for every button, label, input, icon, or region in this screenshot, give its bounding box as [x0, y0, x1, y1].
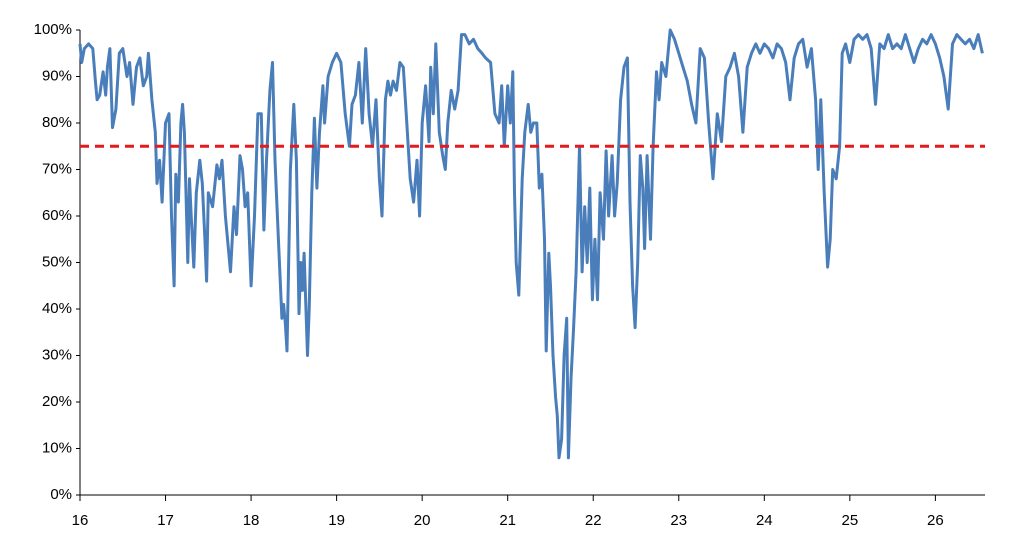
y-tick-label: 80%	[42, 114, 72, 131]
x-tick-label: 18	[243, 512, 260, 529]
y-tick-label: 20%	[42, 393, 72, 410]
y-tick-label: 60%	[42, 207, 72, 224]
y-tick-label: 40%	[42, 300, 72, 317]
y-tick-label: 30%	[42, 346, 72, 363]
y-tick-label: 50%	[42, 253, 72, 270]
x-tick-label: 20	[414, 512, 431, 529]
x-tick-label: 22	[585, 512, 602, 529]
x-tick-label: 26	[927, 512, 944, 529]
x-tick-label: 25	[842, 512, 859, 529]
y-tick-label: 70%	[42, 160, 72, 177]
x-tick-label: 21	[499, 512, 516, 529]
x-tick-label: 24	[756, 512, 773, 529]
y-tick-label: 100%	[34, 21, 72, 38]
y-tick-label: 90%	[42, 67, 72, 84]
x-tick-label: 23	[670, 512, 687, 529]
data-line	[78, 28, 984, 460]
x-tick-label: 17	[157, 512, 174, 529]
x-tick-label: 16	[72, 512, 89, 529]
y-tick-label: 0%	[50, 486, 72, 503]
y-tick-label: 10%	[42, 439, 72, 456]
x-tick-label: 19	[328, 512, 345, 529]
